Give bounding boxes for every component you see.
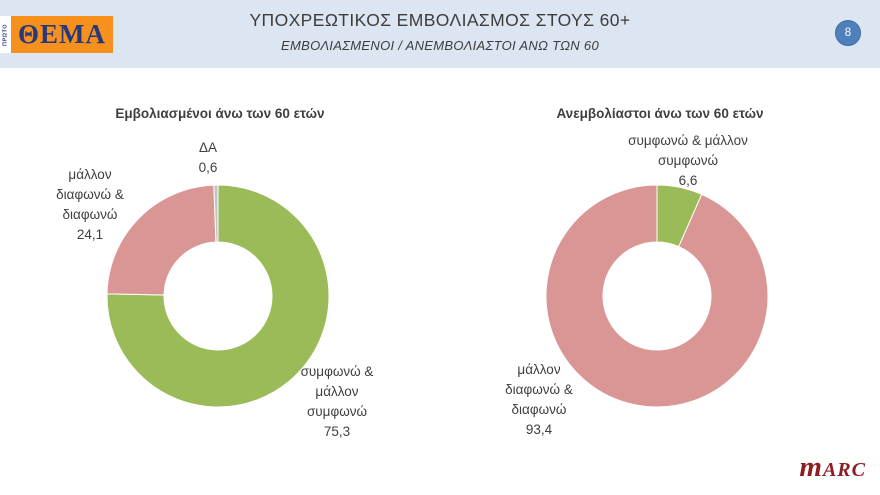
- proto-thema-logo: ΠΡΩΤΟ ΘΕΜΑ: [0, 16, 113, 53]
- slide-title: ΥΠΟΧΡΕΩΤΙΚΟΣ ΕΜΒΟΛΙΑΣΜΟΣ ΣΤΟΥΣ 60+: [249, 10, 631, 30]
- donut-segment: [545, 184, 769, 408]
- callout-disagree: μάλλον διαφωνώ & διαφωνώ 93,4: [505, 362, 573, 437]
- callout-da: ΔΑ 0,6: [198, 140, 218, 175]
- donut-segment: [213, 184, 219, 243]
- marc-logo-arc: arc: [822, 451, 866, 483]
- title-block: ΥΠΟΧΡΕΩΤΙΚΟΣ ΕΜΒΟΛΙΑΣΜΟΣ ΣΤΟΥΣ 60+ ΕΜΒΟΛ…: [120, 0, 760, 53]
- callout-agree: συμφωνώ & μάλλον συμφωνώ 75,3: [300, 364, 374, 439]
- logo-thema-text: ΘΕΜΑ: [11, 16, 113, 53]
- slide-subtitle: ΕΜΒΟΛΙΑΣΜΕΝΟΙ / ΑΝΕΜΒΟΛΙΑΣΤΟΙ ΑΝΩ ΤΩΝ 60: [281, 38, 599, 53]
- callout-disagree: μάλλον διαφωνώ & διαφωνώ 24,1: [56, 167, 124, 242]
- donut-segment: [106, 184, 330, 408]
- donut-chart-unvaccinated: [537, 176, 777, 416]
- page-number-badge: 8: [835, 20, 861, 46]
- logo-proto-text: ΠΡΩΤΟ: [0, 16, 11, 53]
- marc-logo: marc: [799, 450, 866, 484]
- callout-agree: συμφωνώ & μάλλον συμφωνώ 6,6: [628, 133, 748, 188]
- chart-title: Ανεμβολίαστοι άνω των 60 ετών: [556, 106, 764, 121]
- donut-chart-vaccinated: [98, 176, 338, 416]
- chart-unvaccinated-60plus: Ανεμβολίαστοι άνω των 60 ετών συμφωνώ & …: [440, 80, 880, 460]
- chart-title: Εμβολιασμένοι άνω των 60 ετών: [115, 106, 325, 121]
- donut-segment: [106, 184, 217, 296]
- marc-logo-m: m: [799, 451, 823, 483]
- chart-vaccinated-60plus: Εμβολιασμένοι άνω των 60 ετών ΔΑ 0,6 μάλ…: [0, 80, 440, 460]
- slide-header: ΠΡΩΤΟ ΘΕΜΑ ΥΠΟΧΡΕΩΤΙΚΟΣ ΕΜΒΟΛΙΑΣΜΟΣ ΣΤΟΥ…: [0, 0, 880, 68]
